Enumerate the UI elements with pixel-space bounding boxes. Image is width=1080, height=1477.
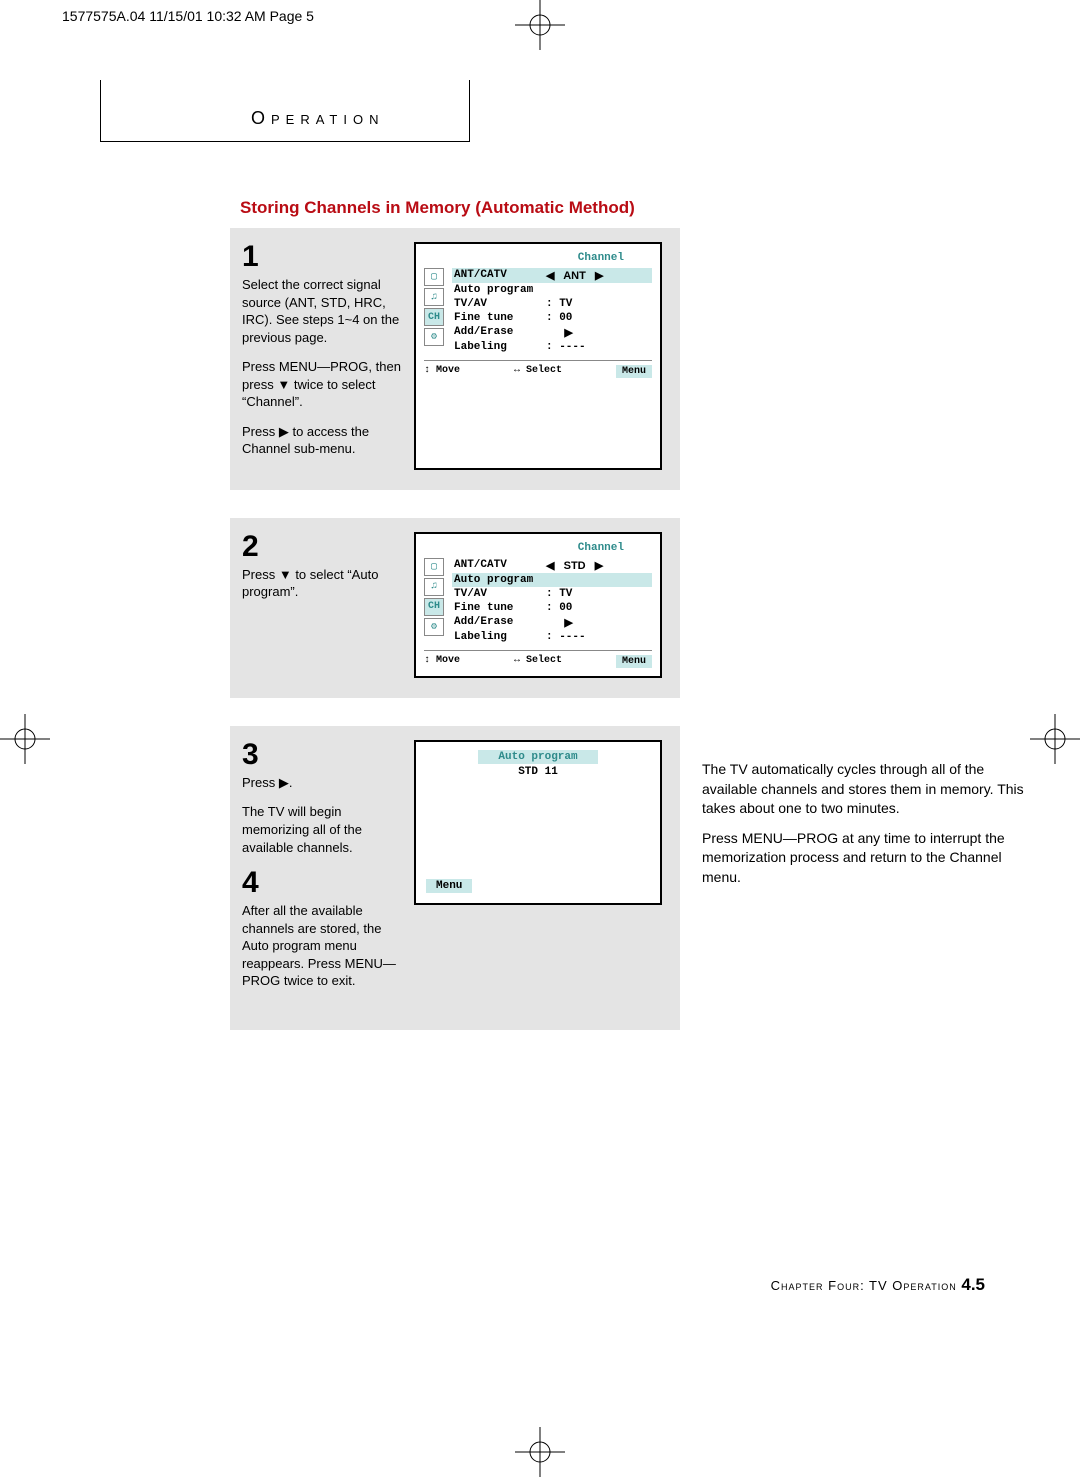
osd-1-title: Channel	[424, 252, 652, 264]
step-2-p1: Press ▼ to select “Auto program”.	[242, 566, 402, 601]
footer-chapter: Chapter Four: TV Operation	[771, 1278, 962, 1293]
step-1-p3: Press ▶ to access the Channel sub-menu.	[242, 423, 402, 458]
side-note-p2: Press MENU—PROG at any time to interrupt…	[702, 829, 1032, 888]
step-3-p1: Press ▶.	[242, 774, 402, 792]
footer-page-number: 4.5	[961, 1275, 985, 1294]
osd-1-footer: ↕ Move ↔ Select Menu	[424, 360, 652, 378]
registration-mark-right	[1030, 714, 1080, 764]
picture-icon: ▢	[424, 558, 444, 576]
sound-icon: ♫	[424, 578, 444, 596]
step-2-block: 2 Press ▼ to select “Auto program”. Chan…	[230, 518, 680, 698]
step-4-number: 4	[242, 868, 402, 898]
operation-heading-box: Operation	[100, 80, 470, 142]
osd-screen-2: Channel ▢ ♫ CH ⚙ ANT/CATV◀ STD ▶ Auto pr…	[414, 532, 662, 678]
registration-mark-bottom	[515, 1427, 565, 1477]
step-3-p2: The TV will begin memorizing all of the …	[242, 803, 402, 856]
operation-heading: Operation	[251, 108, 385, 128]
sound-icon: ♫	[424, 288, 444, 306]
osd-3-value: STD 11	[424, 766, 652, 778]
page-footer: Chapter Four: TV Operation 4.5	[771, 1275, 985, 1295]
registration-mark-top	[515, 0, 565, 50]
side-note-p1: The TV automatically cycles through all …	[702, 760, 1032, 819]
osd-screen-1: Channel ▢ ♫ CH ⚙ ANT/CATV◀ ANT ▶ Auto pr…	[414, 242, 662, 470]
function-icon: ⚙	[424, 328, 444, 346]
step-1-p2: Press MENU—PROG, then press ▼ twice to s…	[242, 358, 402, 411]
step-1-block: 1 Select the correct signal source (ANT,…	[230, 228, 680, 490]
step-1-number: 1	[242, 242, 402, 272]
osd-2-lines: ANT/CATV◀ STD ▶ Auto program TV/AV: TV F…	[452, 558, 652, 644]
osd-2-icons: ▢ ♫ CH ⚙	[424, 558, 446, 644]
function-icon: ⚙	[424, 618, 444, 636]
step-3-4-text: 3 Press ▶. The TV will begin memorizing …	[242, 740, 402, 1002]
page-content: Operation Storing Channels in Memory (Au…	[90, 80, 990, 1058]
step-34-block: 3 Press ▶. The TV will begin memorizing …	[230, 726, 680, 1030]
osd-2-footer: ↕ Move ↔ Select Menu	[424, 650, 652, 668]
picture-icon: ▢	[424, 268, 444, 286]
osd-1-icons: ▢ ♫ CH ⚙	[424, 268, 446, 354]
side-note: The TV automatically cycles through all …	[702, 760, 1032, 898]
step-3-number: 3	[242, 740, 402, 770]
osd-2-title: Channel	[424, 542, 652, 554]
channel-icon: CH	[424, 598, 444, 616]
step-1-p1: Select the correct signal source (ANT, S…	[242, 276, 402, 346]
osd-3-title: Auto program	[478, 750, 598, 764]
osd-3-menu-button: Menu	[426, 879, 472, 893]
step-1-text: 1 Select the correct signal source (ANT,…	[242, 242, 402, 470]
step-4-p1: After all the available channels are sto…	[242, 902, 402, 990]
print-job-header: 1577575A.04 11/15/01 10:32 AM Page 5	[62, 8, 314, 24]
step-2-text: 2 Press ▼ to select “Auto program”.	[242, 532, 402, 678]
osd-1-lines: ANT/CATV◀ ANT ▶ Auto program TV/AV: TV F…	[452, 268, 652, 354]
step-2-number: 2	[242, 532, 402, 562]
channel-icon: CH	[424, 308, 444, 326]
section-title: Storing Channels in Memory (Automatic Me…	[240, 198, 990, 218]
registration-mark-left	[0, 714, 50, 764]
osd-screen-3: Auto program STD 11 Menu	[414, 740, 662, 905]
